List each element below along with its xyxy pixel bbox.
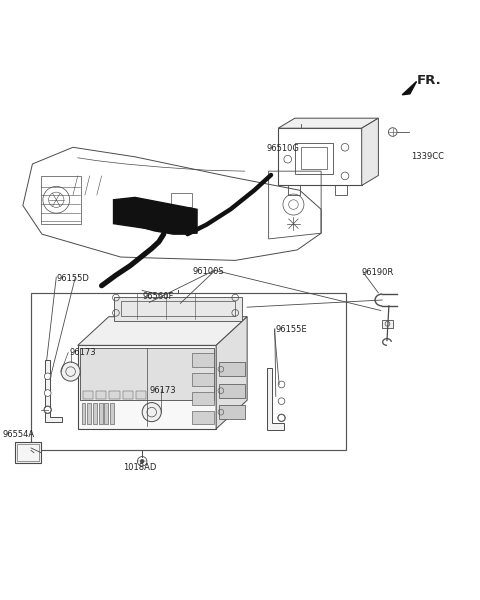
Text: 96173: 96173 [149,386,176,395]
Bar [192,411,214,424]
Polygon shape [216,317,247,429]
Bar [82,403,85,424]
Bar [40,176,81,224]
Text: 96173: 96173 [70,348,96,357]
Circle shape [44,373,51,380]
Bar [382,320,393,328]
Text: 1018AD: 1018AD [123,463,156,472]
Polygon shape [362,118,378,185]
Bar [80,348,214,400]
Polygon shape [278,118,378,128]
Text: 96554A: 96554A [3,430,35,439]
Polygon shape [267,368,284,430]
Text: 96190R: 96190R [362,268,394,277]
Bar [278,128,362,185]
Text: 96560F: 96560F [142,292,174,301]
Bar [110,403,114,424]
Bar [120,301,235,316]
Bar [301,147,327,169]
Polygon shape [45,359,62,422]
Text: 96155D: 96155D [56,274,89,283]
Bar [105,403,108,424]
Circle shape [44,406,51,413]
Polygon shape [137,220,195,234]
Bar [109,391,120,399]
Bar [114,296,242,320]
Bar [122,391,133,399]
Bar [96,391,107,399]
Bar [83,391,93,399]
Text: 1339CC: 1339CC [411,152,444,161]
Bar [136,391,146,399]
Text: 96155E: 96155E [276,325,307,334]
Bar [218,383,245,398]
Text: 96510G: 96510G [266,144,299,153]
Bar [31,293,346,451]
Bar [218,405,245,419]
Circle shape [140,460,144,463]
Circle shape [142,403,161,422]
Circle shape [278,398,285,404]
Polygon shape [114,197,197,233]
Bar [87,403,91,424]
Bar [218,362,245,376]
Bar [93,403,97,424]
Text: 96100S: 96100S [192,267,224,276]
Circle shape [278,415,285,421]
Circle shape [61,362,80,381]
Bar [15,442,41,463]
Circle shape [278,381,285,388]
Bar [192,353,214,367]
Bar [17,444,38,461]
Text: FR.: FR. [417,74,441,87]
Bar [99,403,103,424]
Bar [192,392,214,405]
Bar [192,373,214,386]
Bar [78,346,216,429]
Polygon shape [402,82,417,95]
Polygon shape [78,317,247,346]
Circle shape [44,390,51,397]
Bar [295,143,333,173]
Bar [171,193,192,207]
